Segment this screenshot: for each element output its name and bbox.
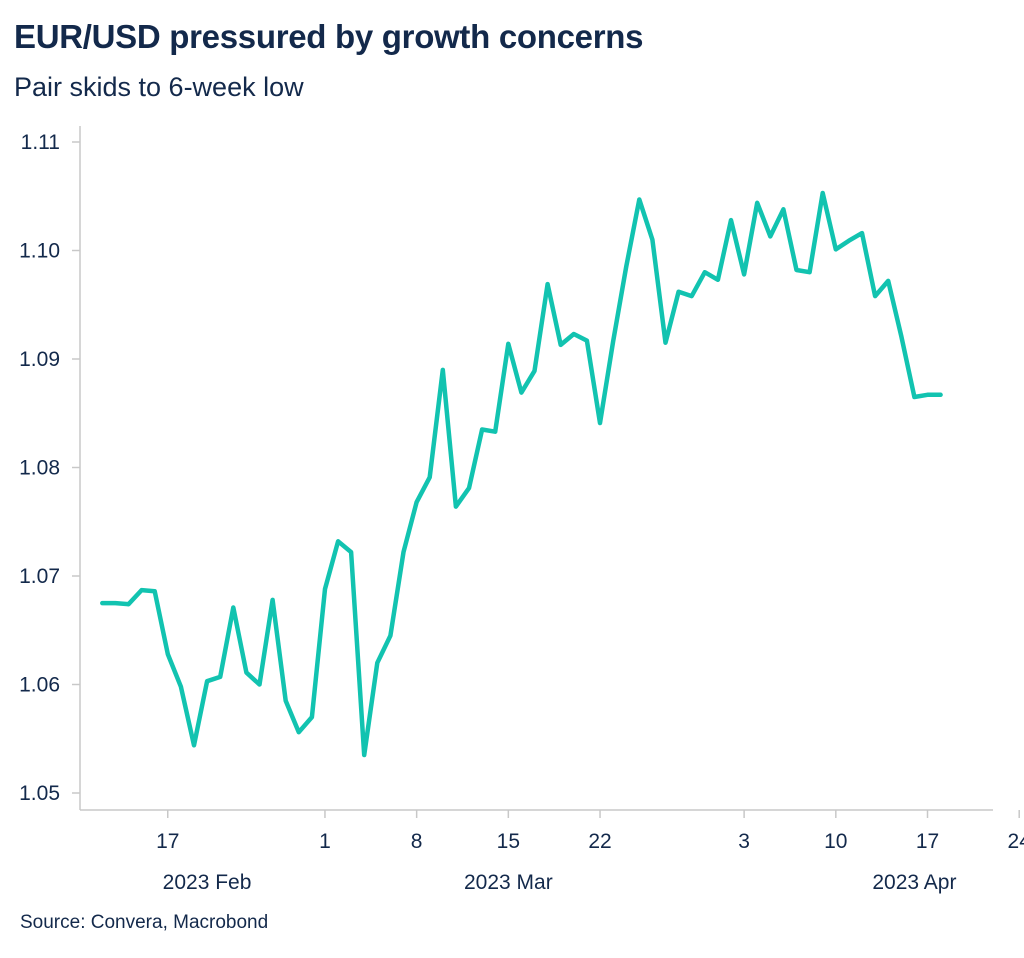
x-axis-ticks: 1718152231017241815 xyxy=(156,810,1024,853)
chart-title: EUR/USD pressured by growth concerns xyxy=(14,18,644,55)
y-tick-label: 1.10 xyxy=(19,240,60,263)
x-month-label: 2023 Mar xyxy=(464,871,553,894)
x-tick-label: 3 xyxy=(738,830,750,853)
chart-subtitle: Pair skids to 6-week low xyxy=(14,72,304,102)
chart-axes xyxy=(79,126,993,811)
x-tick-label: 10 xyxy=(824,830,847,853)
x-tick-label: 22 xyxy=(588,830,611,853)
y-tick-label: 1.06 xyxy=(19,674,60,697)
y-tick-label: 1.11 xyxy=(21,131,60,154)
y-axis-ticks: 1.05 1.06 1.07 1.08 1.09 1.10 1.11 xyxy=(19,131,80,805)
source-note: Source: Convera, Macrobond xyxy=(20,912,269,933)
y-tick-label: 1.07 xyxy=(19,565,60,588)
x-tick-label: 24 xyxy=(1008,830,1024,853)
x-tick-label: 15 xyxy=(497,830,520,853)
x-tick-label: 1 xyxy=(319,830,331,853)
x-month-label: 2023 Apr xyxy=(872,871,956,894)
x-tick-label: 8 xyxy=(411,830,423,853)
x-tick-label: 17 xyxy=(156,830,179,853)
series-group xyxy=(100,190,943,758)
series-line-eurusd xyxy=(100,190,943,758)
x-tick-label: 17 xyxy=(916,830,939,853)
y-tick-label: 1.05 xyxy=(19,782,60,805)
y-tick-label: 1.08 xyxy=(19,457,60,480)
y-tick-label: 1.09 xyxy=(19,348,60,371)
x-month-label: 2023 Feb xyxy=(163,871,252,894)
